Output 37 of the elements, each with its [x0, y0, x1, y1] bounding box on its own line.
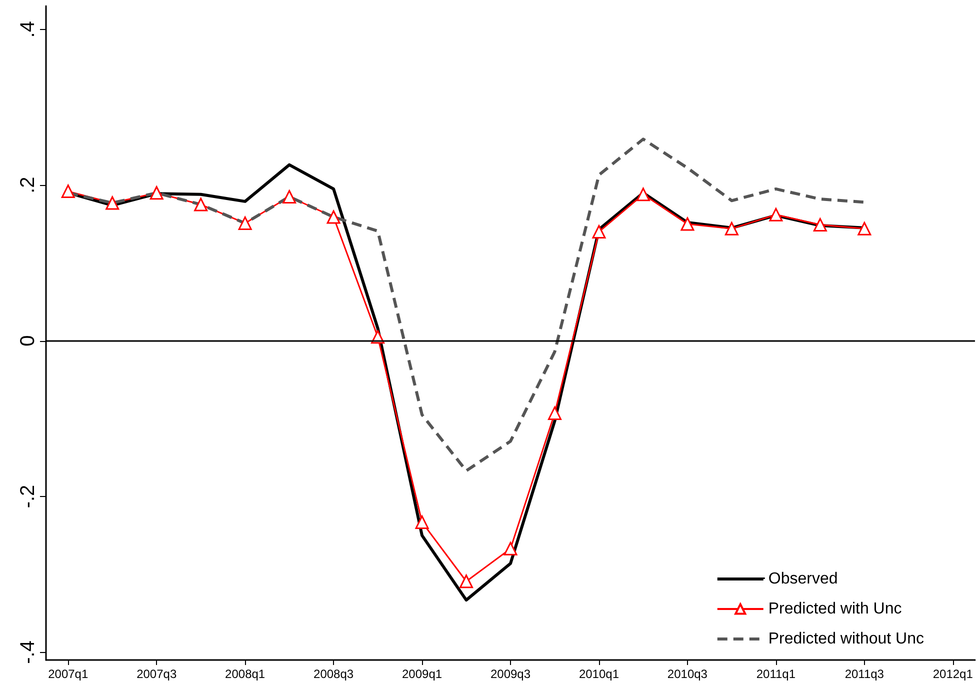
x-tick-label: 2008q1 — [225, 667, 266, 681]
point — [592, 225, 606, 239]
y-tick-label: .2 — [17, 176, 39, 194]
point — [326, 210, 340, 224]
point — [636, 188, 650, 202]
y-tick-label: -.4 — [17, 640, 39, 664]
point — [769, 208, 783, 222]
point — [504, 542, 518, 556]
point — [106, 196, 120, 210]
x-tick-label: 2010q3 — [667, 667, 708, 681]
point — [724, 222, 738, 236]
x-tick-label: 2009q3 — [490, 667, 531, 681]
legend-label: Predicted without Unc — [768, 630, 924, 648]
point — [460, 574, 474, 588]
point — [548, 406, 562, 420]
x-tick-label: 2010q1 — [578, 667, 620, 681]
point — [61, 184, 75, 198]
x-tick-label: 2012q1 — [932, 667, 974, 681]
legend-label: Predicted with Unc — [768, 600, 902, 618]
y-tick-label: -.2 — [17, 484, 39, 508]
point — [238, 216, 252, 230]
point — [194, 198, 208, 212]
y-tick-label: .4 — [17, 21, 39, 38]
x-tick-label: 2008q3 — [314, 667, 354, 681]
legend-label: Observed — [768, 570, 838, 588]
point — [813, 218, 827, 232]
point — [282, 190, 296, 204]
x-tick-label: 2011q3 — [844, 667, 884, 681]
point — [150, 186, 164, 200]
x-tick-label: 2007q1 — [48, 667, 88, 681]
point — [858, 222, 872, 236]
x-tick-label: 2011q1 — [756, 667, 796, 681]
point — [680, 217, 694, 231]
x-tick-label: 2007q3 — [136, 667, 177, 681]
y-tick-label: 0 — [17, 335, 39, 346]
point — [415, 515, 429, 529]
x-tick-label: 2009q1 — [402, 667, 442, 681]
